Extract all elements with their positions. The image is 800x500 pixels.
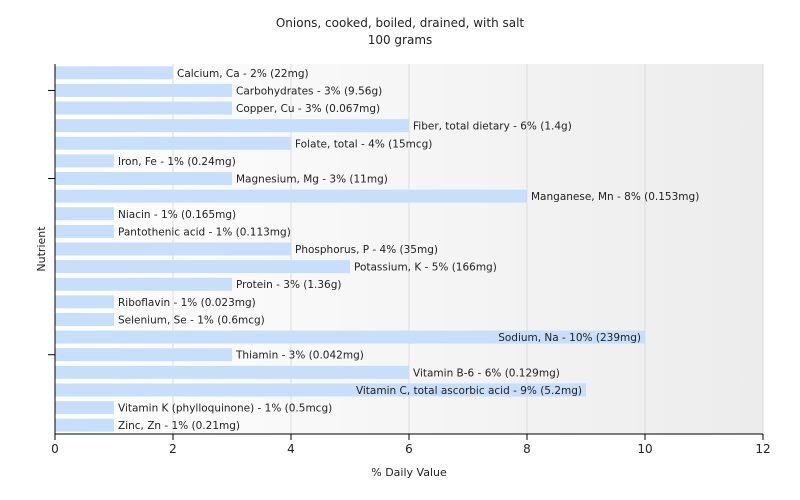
- bar-data-label: Fiber, total dietary - 6% (1.4g): [413, 121, 572, 133]
- bar: [55, 330, 645, 344]
- bar-data-label: Vitamin K (phylloquinone) - 1% (0.5mcg): [118, 403, 332, 415]
- bar: [55, 348, 232, 362]
- bar: [55, 172, 232, 186]
- bars-group: [55, 66, 645, 432]
- x-tick-label: 6: [405, 442, 413, 456]
- bar: [55, 136, 291, 150]
- x-tick-label: 2: [169, 442, 177, 456]
- y-axis-label: Nutrient: [35, 226, 48, 272]
- bar-data-label: Manganese, Mn - 8% (0.153mg): [531, 191, 699, 203]
- bar-data-label: Thiamin - 3% (0.042mg): [235, 350, 364, 362]
- x-tick-label: 10: [637, 442, 652, 456]
- x-tick-label: 4: [287, 442, 295, 456]
- bar-labels-group: Calcium, Ca - 2% (22mg) Carbohydrates - 3…: [118, 68, 699, 432]
- bar-data-label: Folate, total - 4% (15mcg): [295, 138, 432, 150]
- bar-data-label: Phosphorus, P - 4% (35mg): [295, 244, 438, 256]
- bar: [55, 401, 114, 415]
- bar: [55, 119, 409, 133]
- bar: [55, 312, 114, 326]
- bar-data-label: Niacin - 1% (0.165mg): [118, 209, 236, 221]
- bar: [55, 154, 114, 168]
- bar-data-label: Pantothenic acid - 1% (0.113mg): [118, 226, 291, 238]
- x-axis-ticks: 0 2 4 6 8 10 12: [51, 434, 771, 456]
- bar-data-label: Magnesium, Mg - 3% (11mg): [236, 174, 388, 186]
- bar: [55, 260, 350, 274]
- bar-data-label: Sodium, Na - 10% (239mg): [498, 332, 641, 344]
- bar: [55, 224, 114, 238]
- bar: [55, 207, 114, 221]
- x-tick-label: 0: [51, 442, 59, 456]
- bar: [55, 277, 232, 291]
- chart-title: Onions, cooked, boiled, drained, with sa…: [276, 16, 525, 30]
- bar: [55, 295, 114, 309]
- bar-data-label: Potassium, K - 5% (166mg): [354, 262, 497, 274]
- bar: [55, 66, 173, 80]
- bar: [55, 418, 114, 432]
- bar-data-label: Protein - 3% (1.36g): [236, 279, 342, 291]
- x-axis-label: % Daily Value: [371, 466, 447, 479]
- bar: [55, 383, 586, 397]
- x-tick-label: 12: [755, 442, 770, 456]
- bar: [55, 101, 232, 115]
- bar-data-label: Riboflavin - 1% (0.023mg): [118, 297, 256, 309]
- y-axis-ticks: [48, 89, 55, 356]
- bar-data-label: Iron, Fe - 1% (0.24mg): [118, 156, 236, 168]
- bar-data-label: Copper, Cu - 3% (0.067mg): [236, 103, 380, 115]
- bar: [55, 365, 409, 379]
- bar-data-label: Carbohydrates - 3% (9.56g): [236, 85, 382, 97]
- chart-subtitle: 100 grams: [368, 33, 433, 47]
- bar-data-label: Zinc, Zn - 1% (0.21mg): [118, 420, 240, 432]
- bar: [55, 83, 232, 97]
- bar-data-label: Vitamin C, total ascorbic acid - 9% (5.2…: [356, 385, 582, 397]
- bar: [55, 242, 291, 256]
- bar-data-label: Calcium, Ca - 2% (22mg): [177, 68, 309, 80]
- x-tick-label: 8: [523, 442, 531, 456]
- bar-data-label: Vitamin B-6 - 6% (0.129mg): [413, 367, 560, 379]
- bar: [55, 189, 527, 203]
- bar-data-label: Selenium, Se - 1% (0.6mcg): [118, 314, 265, 326]
